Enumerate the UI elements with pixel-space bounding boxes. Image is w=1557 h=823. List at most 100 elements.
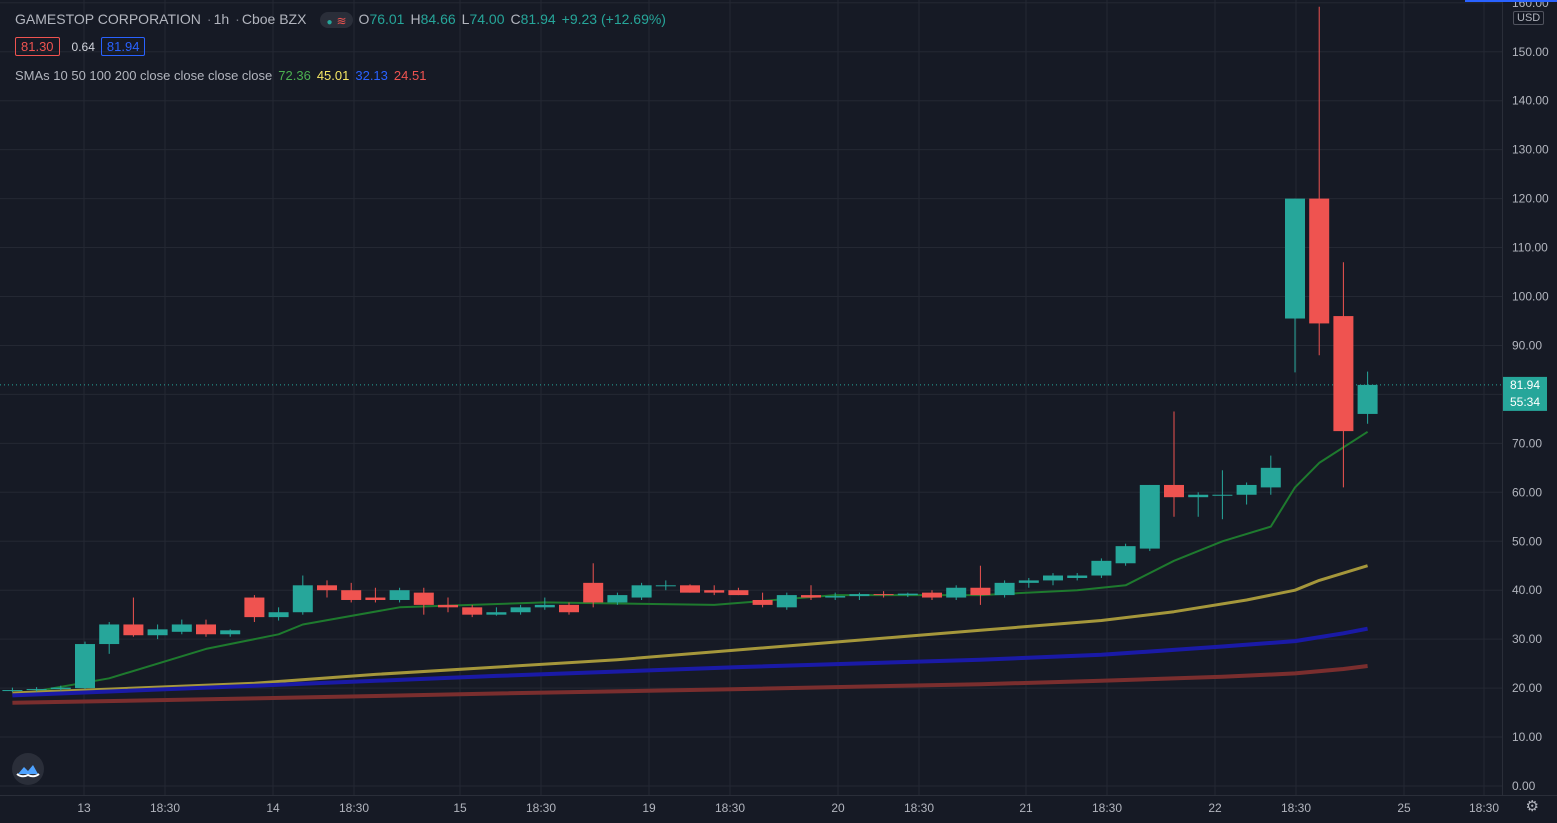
candle: [752, 592, 773, 608]
sma-line: [12, 564, 1369, 695]
sma-line: [12, 626, 1368, 698]
candle: [1043, 573, 1063, 586]
candle-body: [317, 585, 337, 591]
time-tick-label: 18:30: [1469, 801, 1499, 815]
buy-button[interactable]: 81.94: [100, 37, 146, 56]
interval-separator-1: ·: [206, 11, 212, 27]
candle-body: [534, 604, 555, 608]
candle: [946, 585, 967, 600]
candle-body: [1018, 580, 1039, 583]
candle: [583, 563, 604, 608]
candle-body: [147, 629, 168, 636]
time-tick-label: 14: [266, 801, 280, 815]
candle: [1139, 484, 1160, 552]
price-tick-label: 90.00: [1512, 338, 1542, 352]
candle: [825, 592, 846, 600]
time-tick-label: 19: [642, 801, 656, 815]
candle: [1357, 371, 1378, 424]
candle-body: [801, 595, 821, 598]
candle: [26, 687, 47, 692]
candle-body: [873, 594, 894, 596]
candle: [994, 580, 1015, 598]
price-tick-label: 110.00: [1512, 241, 1548, 255]
symbol-name[interactable]: GAMESTOP CORPORATION: [15, 11, 201, 27]
candle: [970, 565, 991, 605]
sma-legend[interactable]: SMAs 10 50 100 200 close close close clo…: [15, 68, 432, 83]
candle: [244, 595, 265, 623]
candle: [1212, 470, 1233, 520]
candle: [1285, 198, 1305, 373]
candle: [268, 607, 289, 621]
candle-body: [970, 587, 991, 596]
time-tick-label: 18:30: [339, 801, 369, 815]
horizontal-grid: [0, 2, 1502, 787]
candle: [1333, 262, 1354, 488]
time-tick-label: 18:30: [1281, 801, 1311, 815]
candle-body: [510, 607, 531, 613]
interval-label[interactable]: 1h: [213, 11, 230, 27]
market-open-dot-icon: ●: [326, 17, 333, 29]
candle-body: [1115, 546, 1136, 564]
price-tick-label: 20.00: [1512, 681, 1542, 695]
candle: [680, 584, 700, 593]
candle-body: [1164, 484, 1184, 498]
low-label: L: [461, 11, 470, 27]
candle-body: [1212, 494, 1233, 496]
price-tick-label: 0.00: [1512, 779, 1536, 793]
price-tick-label: 30.00: [1512, 632, 1542, 646]
candle: [534, 597, 555, 610]
sma-title[interactable]: SMAs 10 50 100 200 close close close clo…: [15, 68, 273, 83]
candle: [147, 624, 168, 640]
sma-line: [12, 664, 1368, 705]
candle: [897, 592, 918, 598]
candle-body: [389, 590, 410, 600]
candle-body: [486, 612, 507, 615]
candle: [341, 582, 362, 603]
interval-separator-2: ·: [235, 11, 240, 27]
candle-body: [1236, 484, 1257, 495]
candle-body: [1188, 494, 1209, 498]
price-tick-label: 10.00: [1512, 730, 1542, 744]
candle: [559, 602, 579, 615]
time-tick-label: 18:30: [526, 801, 556, 815]
gear-icon[interactable]: ⚙: [1525, 798, 1539, 815]
last-price-marker: 81.94 55:34: [1503, 376, 1547, 411]
candle: [1260, 455, 1281, 495]
candle: [607, 592, 628, 605]
tradingview-logo-icon[interactable]: [12, 753, 44, 785]
open-value: 76.01: [369, 11, 405, 27]
time-tick-label: 15: [453, 801, 467, 815]
candle-body: [1309, 198, 1330, 324]
cloud-logo-icon: [16, 765, 40, 778]
sma-lines: [12, 430, 1369, 705]
candle: [1236, 482, 1257, 505]
sell-button[interactable]: 81.30: [15, 37, 60, 56]
candle-body: [849, 594, 870, 597]
price-tick-label: 70.00: [1512, 436, 1542, 450]
close-label: C: [510, 11, 521, 27]
candle-body: [631, 585, 652, 598]
candle: [873, 591, 894, 598]
market-status-toggle[interactable]: ● ≋: [320, 12, 353, 29]
candle: [123, 597, 144, 637]
candle-body: [99, 624, 120, 645]
candle: [99, 622, 120, 654]
candle: [655, 580, 676, 591]
high-label: H: [410, 11, 421, 27]
price-tick-label: 60.00: [1512, 485, 1542, 499]
time-tick-label: 21: [1019, 801, 1033, 815]
price-tick-label: 100.00: [1512, 290, 1549, 304]
last-price-label: 81.94: [1510, 378, 1540, 392]
price-tick-label: 150.00: [1512, 45, 1549, 59]
currency-label[interactable]: USD: [1513, 11, 1545, 25]
candle: [171, 619, 192, 635]
candle-body: [244, 597, 265, 618]
candle: [631, 582, 652, 600]
candle: [776, 592, 797, 610]
candle-body: [1067, 575, 1088, 578]
time-tick-label: 18:30: [715, 801, 745, 815]
candle: [365, 587, 386, 603]
candle: [220, 629, 241, 637]
